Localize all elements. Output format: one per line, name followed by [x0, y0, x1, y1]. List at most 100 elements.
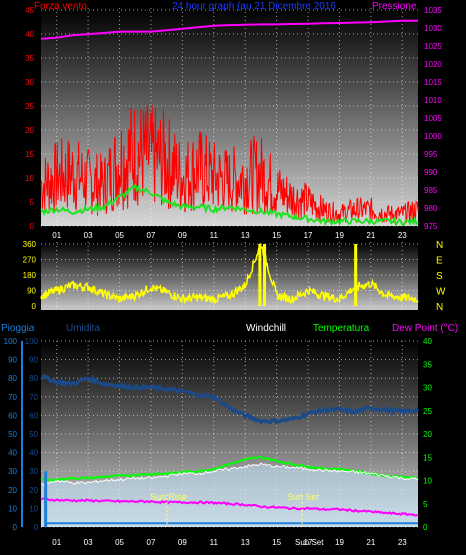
direction-spike	[258, 244, 262, 306]
rain-tick-label: 60	[8, 411, 17, 420]
temp-tick-label: 5	[423, 500, 428, 509]
y2-tick-label: 1025	[424, 42, 442, 51]
temp-tick-label: 15	[423, 453, 432, 462]
temperature-legend: Temperatura	[313, 323, 370, 334]
direction-spike	[263, 244, 267, 306]
series-windchill-area	[41, 464, 418, 527]
humidity-tick-label: 40	[29, 449, 38, 458]
x-tick-label: 11	[210, 231, 219, 240]
humidity-tick-label: 30	[29, 467, 38, 476]
series-windchill	[40, 462, 419, 487]
x-tick-label: 03	[84, 231, 93, 240]
x-tick-label: 01	[52, 231, 61, 240]
y-tick-label: 40	[25, 30, 34, 39]
y2-tick-label: 1030	[424, 24, 442, 33]
dir-compass-label: N	[436, 302, 443, 313]
rain-tick-label: 50	[8, 430, 17, 439]
rain-tick-label: 80	[8, 374, 17, 383]
humidity-tick-label: 90	[29, 356, 38, 365]
y-tick-label: 20	[25, 126, 34, 135]
x-tick-label: 03	[84, 538, 93, 547]
series-humidity	[40, 373, 420, 426]
x-tick-label: 05	[115, 231, 124, 240]
dir-compass-label: S	[436, 271, 443, 282]
y2-tick-label: 1020	[424, 60, 442, 69]
rain-tick-label: 30	[8, 467, 17, 476]
humidity-tick-label: 60	[29, 411, 38, 420]
x-tick-label: 23	[398, 538, 407, 547]
y-tick-label: 25	[25, 102, 34, 111]
temp-tick-label: 0	[423, 523, 428, 532]
x-tick-label: 13	[241, 538, 250, 547]
rain-tick-label: 90	[8, 356, 17, 365]
y-tick-label: 35	[25, 54, 34, 63]
series-avg	[40, 182, 419, 228]
x-tick-label: 11	[210, 538, 219, 547]
y2-tick-label: 1005	[424, 114, 442, 123]
rain-axis-bar	[21, 341, 23, 527]
rain-tick-label: 100	[4, 337, 18, 346]
dir-compass-label: N	[436, 240, 443, 251]
y2-tick-label: 980	[424, 204, 438, 213]
dir-tick-label: 0	[32, 302, 37, 311]
y-tick-label: 15	[25, 150, 34, 159]
humidity-tick-label: 0	[34, 523, 39, 532]
series-pressure	[40, 19, 418, 40]
x-tick-label: 19	[335, 538, 344, 547]
temp-tick-label: 30	[423, 384, 432, 393]
x-tick-label: 09	[178, 231, 187, 240]
rain-tick-label: 70	[8, 393, 17, 402]
dir-tick-label: 180	[23, 271, 37, 280]
y2-tick-label: 1035	[424, 6, 442, 15]
y2-tick-label: 975	[424, 222, 438, 231]
rain-bar	[44, 471, 48, 527]
humidity-axis-title: Umidita	[66, 323, 100, 334]
x-tick-label: 21	[366, 538, 375, 547]
x-tick-label: 21	[366, 231, 375, 240]
series-dewpoint	[40, 497, 419, 517]
humidity-tick-label: 20	[29, 486, 38, 495]
temp-tick-label: 20	[423, 430, 432, 439]
x-tick-label: 07	[147, 231, 156, 240]
y-tick-label: 10	[25, 174, 34, 183]
temp-tick-label: 40	[423, 337, 432, 346]
sunset-axis-label: Sun Set	[295, 538, 324, 547]
dir-tick-label: 270	[23, 256, 37, 265]
y-tick-label: 30	[25, 78, 34, 87]
y-tick-label: 5	[30, 198, 35, 207]
wind-axis-title: Forza vento	[34, 1, 87, 12]
y-tick-label: 0	[30, 222, 35, 231]
sunrise-label: Sun Rise	[150, 492, 187, 502]
x-tick-label: 05	[115, 538, 124, 547]
y2-tick-label: 990	[424, 168, 438, 177]
sunset-label: Sun Set	[287, 492, 320, 502]
y2-tick-label: 1000	[424, 132, 442, 141]
x-tick-label: 17	[304, 231, 313, 240]
chart-title: 24 hour graph (au 21 Dicembre 2016	[172, 1, 336, 12]
x-tick-label: 23	[398, 231, 407, 240]
temp-tick-label: 35	[423, 360, 432, 369]
dewpoint-legend: Dew Point (°C)	[392, 323, 458, 334]
direction-spike	[354, 244, 358, 306]
x-tick-label: 15	[272, 538, 281, 547]
dir-tick-label: 360	[23, 240, 37, 249]
rain-tick-label: 0	[13, 523, 18, 532]
humidity-tick-label: 80	[29, 374, 38, 383]
temp-tick-label: 25	[423, 407, 432, 416]
direction-plot-area	[41, 242, 418, 310]
humidity-tick-label: 50	[29, 430, 38, 439]
y2-tick-label: 995	[424, 150, 438, 159]
x-tick-label: 17	[304, 538, 313, 547]
rain-tick-label: 20	[8, 486, 17, 495]
humidity-tick-label: 100	[25, 337, 39, 346]
x-tick-label: 19	[335, 231, 344, 240]
windchill-legend: Windchill	[246, 323, 286, 334]
y2-tick-label: 1010	[424, 96, 442, 105]
dir-compass-label: E	[436, 256, 443, 267]
series-temperature	[40, 455, 419, 482]
rain-axis-title: Pioggia	[1, 323, 35, 334]
humidity-tick-label: 70	[29, 393, 38, 402]
rain-tick-label: 10	[8, 504, 17, 513]
temp-tick-label: 10	[423, 477, 432, 486]
